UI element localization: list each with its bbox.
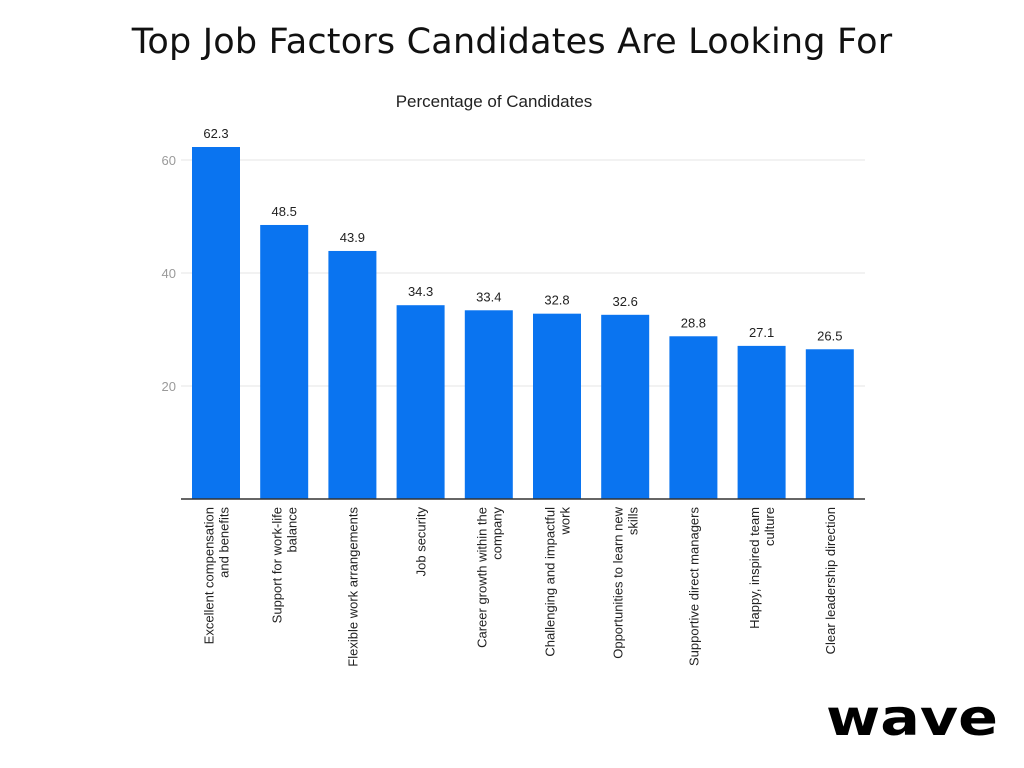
bar	[737, 345, 786, 499]
data-label: 34.3	[408, 284, 433, 299]
x-tick-label: Challenging and impactful work	[543, 507, 573, 657]
x-tick-label-line: Excellent compensation	[202, 507, 217, 644]
x-tick-label-line: Challenging and impactful	[543, 507, 558, 657]
x-tick-label: Happy, inspired team culture	[747, 507, 777, 629]
x-tick-label-line: Support for work-life	[270, 507, 285, 623]
data-label: 28.8	[681, 315, 706, 330]
y-tick-label: 60	[162, 153, 176, 168]
x-tick-label-line: and benefits	[217, 507, 232, 578]
bar	[192, 147, 240, 499]
data-label: 26.5	[817, 328, 842, 343]
x-tick-label-line: Opportunities to learn new	[611, 506, 626, 658]
page-title: Top Job Factors Candidates Are Looking F…	[131, 22, 893, 62]
x-tick-label-line: balance	[285, 507, 300, 553]
data-label: 32.8	[544, 293, 569, 308]
wave-logo-text: wave	[826, 691, 998, 747]
x-tick-label-line: Job security	[414, 507, 429, 577]
data-labels: 62.3 48.5 43.9 34.3 33.4 32.8 32.6 28.8 27.1 26.5	[203, 126, 842, 343]
y-tick-label: 40	[162, 266, 176, 281]
x-tick-label: Clear leadership direction	[823, 507, 838, 654]
y-tick-label: 20	[162, 379, 176, 394]
data-label: 27.1	[749, 325, 774, 340]
bars	[192, 147, 854, 499]
x-tick-label-line: culture	[762, 507, 777, 546]
x-axis-tick-labels: Excellent compensation and benefits Suppor…	[202, 506, 838, 666]
bar	[396, 305, 445, 499]
x-tick-label: Opportunities to learn new skills	[611, 506, 641, 658]
bar	[533, 313, 581, 499]
data-label: 43.9	[340, 230, 365, 245]
wave-logo: wave	[826, 691, 998, 747]
data-label: 32.6	[613, 294, 638, 309]
x-tick-label-line: Clear leadership direction	[823, 507, 838, 654]
x-tick-label-line: Supportive direct managers	[686, 507, 701, 666]
x-tick-label-line: Flexible work arrangements	[345, 507, 360, 667]
bar	[260, 224, 309, 499]
x-tick-label-line: Happy, inspired team	[747, 507, 762, 629]
x-tick-label-line: skills	[626, 507, 641, 536]
data-label: 33.4	[476, 289, 501, 304]
x-tick-label: Career growth within the company	[474, 507, 504, 648]
x-tick-label-line: work	[558, 507, 573, 536]
data-label: 62.3	[203, 126, 228, 141]
bar	[328, 250, 377, 499]
x-tick-label-line: company	[489, 507, 504, 560]
x-tick-label: Support for work-life balance	[270, 507, 300, 623]
x-tick-label: Job security	[414, 507, 429, 577]
x-tick-label: Supportive direct managers	[686, 507, 701, 666]
bar	[669, 336, 718, 499]
y-axis-tick-labels: 20 40 60	[162, 153, 176, 394]
bar	[601, 314, 650, 499]
chart-subtitle: Percentage of Candidates	[396, 92, 593, 111]
data-label: 48.5	[272, 204, 297, 219]
bar	[464, 310, 513, 499]
x-tick-label: Flexible work arrangements	[345, 507, 360, 667]
x-tick-label: Excellent compensation and benefits	[202, 507, 232, 645]
x-tick-label-line: Career growth within the	[474, 507, 489, 648]
bar	[805, 349, 854, 499]
